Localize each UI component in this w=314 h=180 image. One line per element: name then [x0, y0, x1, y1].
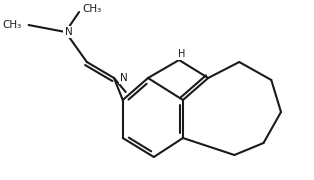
Text: H: H: [178, 49, 186, 59]
Text: CH₃: CH₃: [82, 4, 101, 14]
Text: N: N: [64, 27, 72, 37]
Text: N: N: [120, 73, 127, 83]
Text: CH₃: CH₃: [3, 20, 22, 30]
